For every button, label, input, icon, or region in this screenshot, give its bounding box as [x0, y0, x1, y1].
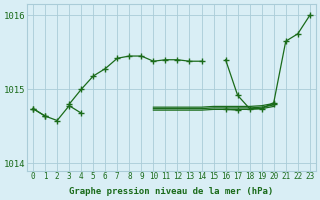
- X-axis label: Graphe pression niveau de la mer (hPa): Graphe pression niveau de la mer (hPa): [69, 187, 274, 196]
